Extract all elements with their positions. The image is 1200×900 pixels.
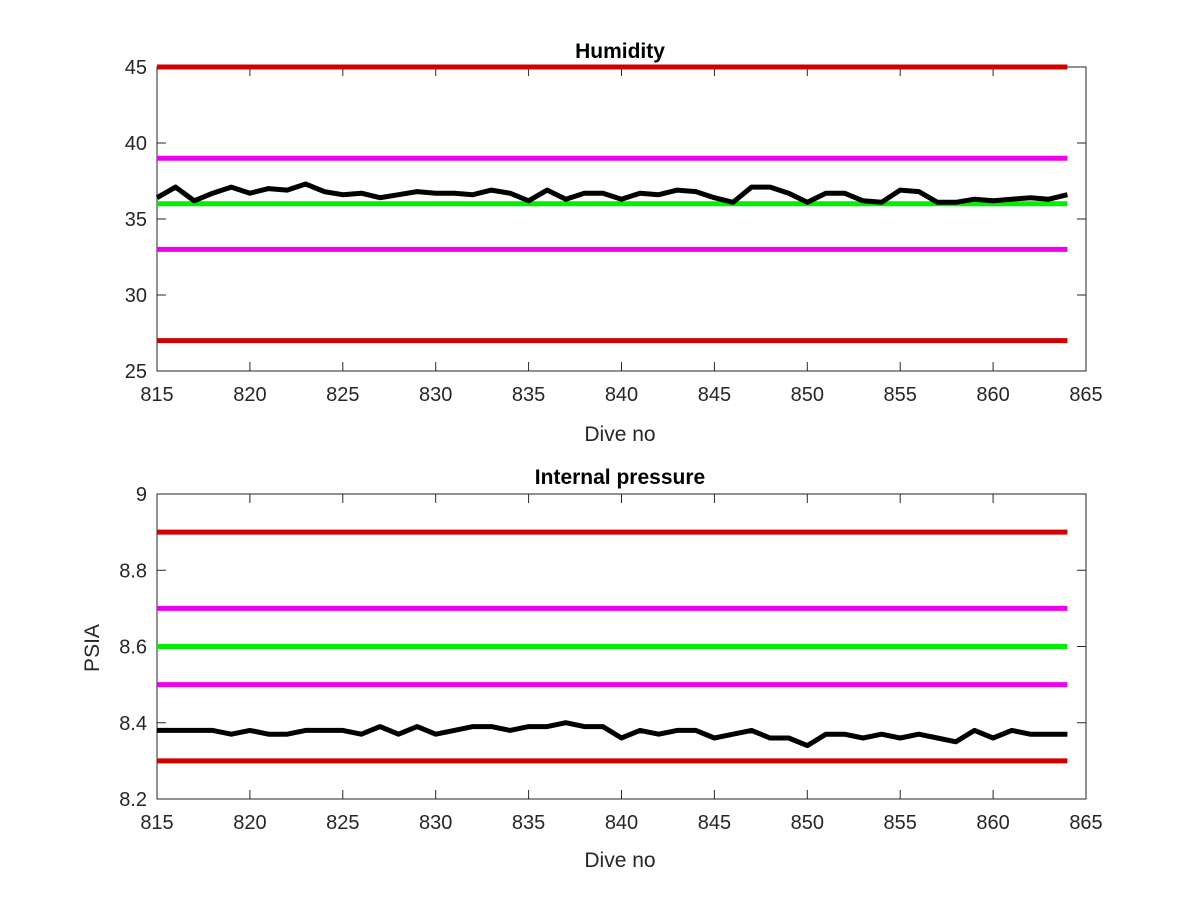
humidity-y-tick-label: 40 — [125, 133, 147, 155]
internal-pressure-data-line — [157, 720, 1068, 749]
internal-pressure-x-tick-label: 840 — [605, 812, 638, 834]
humidity-x-tick-label: 840 — [605, 384, 638, 406]
internal-pressure-y-tick-label: 8.8 — [119, 560, 147, 582]
humidity-panel: Humidity Dive no 815 820 825 830 835 840 845 85… — [125, 40, 1103, 446]
humidity-x-tick-label: 835 — [512, 384, 545, 406]
humidity-y-tick-label: 25 — [125, 361, 147, 383]
internal-pressure-x-tick-label: 825 — [326, 812, 359, 834]
internal-pressure-title: Internal pressure — [535, 466, 705, 489]
internal-pressure-x-tick-label: 860 — [976, 812, 1009, 834]
internal-pressure-x-tick-label: 830 — [419, 812, 452, 834]
internal-pressure-x-axis-label: Dive no — [584, 849, 655, 872]
humidity-title: Humidity — [575, 40, 665, 63]
internal-pressure-y-tick-label: 8.4 — [119, 713, 147, 735]
internal-pressure-y-tick-label: 8.2 — [119, 789, 147, 811]
internal-pressure-x-tick-label: 865 — [1069, 812, 1102, 834]
humidity-x-tick-label: 855 — [884, 384, 917, 406]
humidity-x-tick-label: 845 — [698, 384, 731, 406]
humidity-data-line — [155, 181, 1068, 205]
humidity-axes-box — [156, 66, 1087, 372]
internal-pressure-x-tick-label: 820 — [233, 812, 266, 834]
internal-pressure-panel: Internal pressure Dive no PSIA 815 820 825… — [81, 466, 1103, 872]
internal-pressure-x-tick-label: 855 — [884, 812, 917, 834]
internal-pressure-x-tick-label: 815 — [140, 812, 173, 834]
humidity-x-tick-label: 820 — [233, 384, 266, 406]
internal-pressure-x-tick-label: 850 — [791, 812, 824, 834]
internal-pressure-y-axis-label: PSIA — [81, 624, 104, 672]
humidity-x-axis-label: Dive no — [584, 423, 655, 446]
humidity-y-tick-label: 30 — [125, 285, 147, 307]
humidity-x-tick-label: 850 — [791, 384, 824, 406]
humidity-y-tick-label: 35 — [125, 209, 147, 231]
internal-pressure-y-tick-label: 9 — [136, 484, 147, 506]
humidity-x-tick-label: 830 — [419, 384, 452, 406]
humidity-x-tick-label: 815 — [140, 384, 173, 406]
humidity-y-tick-label: 45 — [125, 57, 147, 79]
internal-pressure-x-tick-label: 835 — [512, 812, 545, 834]
humidity-x-tick-label: 825 — [326, 384, 359, 406]
humidity-x-tick-label: 865 — [1069, 384, 1102, 406]
internal-pressure-y-tick-label: 8.6 — [119, 637, 147, 659]
internal-pressure-x-tick-label: 845 — [698, 812, 731, 834]
humidity-x-tick-label: 860 — [976, 384, 1009, 406]
